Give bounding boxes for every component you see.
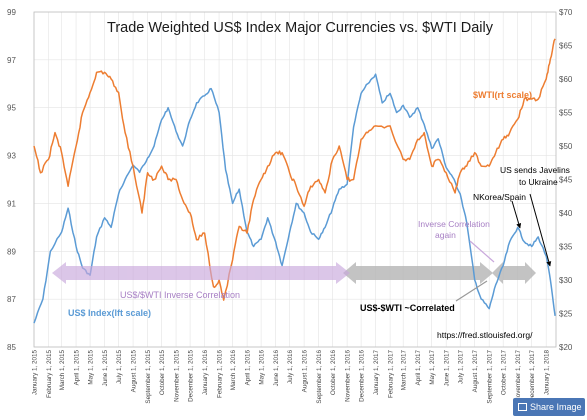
annotation-javelins-line2: to Ukraine <box>519 177 558 187</box>
x-tick-label: January 1, 2018 <box>544 350 551 396</box>
x-tick-label: July 1, 2016 <box>287 350 294 384</box>
x-tick-label: January 1, 2016 <box>202 350 209 396</box>
series-line-wti <box>33 38 556 301</box>
right-tick-label: $50 <box>559 142 573 151</box>
x-tick-label: December 1, 2015 <box>188 350 195 402</box>
plot-frame <box>33 11 557 348</box>
source-url: https://fred.stlouisfed.org/ <box>437 330 533 340</box>
x-tick-label: September 1, 2016 <box>316 350 323 404</box>
right-axis-label: $WTI(rt scale) <box>473 90 532 100</box>
inverse-correlation-band <box>52 262 350 284</box>
share-image-label: Share Image <box>530 402 582 412</box>
correlated-band <box>343 262 536 284</box>
x-tick-label: November 1, 2016 <box>345 350 352 402</box>
x-tick-label: November 1, 2015 <box>174 350 181 402</box>
x-tick-label: April 1, 2015 <box>74 350 81 386</box>
annotation-nkorea-spain: NKorea/Spain <box>473 192 526 202</box>
x-tick-label: April 1, 2017 <box>415 350 422 386</box>
image-icon <box>518 403 527 411</box>
x-axis-ticks: January 1, 2015 February 1, 2015 March 1, … <box>32 350 551 404</box>
x-tick-label: March 1, 2015 <box>59 350 66 391</box>
annotation-correlated-label: US$-$WTI ~Correlated <box>360 303 455 313</box>
x-tick-label: January 1, 2017 <box>373 350 380 396</box>
x-tick-label: March 1, 2016 <box>230 350 237 391</box>
x-tick-label: July 1, 2015 <box>116 350 123 384</box>
x-tick-label: September 1, 2017 <box>487 350 494 404</box>
x-tick-label: August 1, 2015 <box>131 350 138 393</box>
x-tick-label: August 1, 2016 <box>302 350 309 393</box>
x-tick-label: October 1, 2017 <box>501 350 508 396</box>
series-layer <box>33 38 556 324</box>
x-tick-label: February 1, 2016 <box>217 350 224 398</box>
x-tick-label: April 1, 2016 <box>245 350 252 386</box>
grid <box>33 11 557 348</box>
annotation-inverse-again-line1: Inverse Correlation <box>418 219 490 229</box>
x-tick-label: January 1, 2015 <box>32 350 39 396</box>
x-tick-label: August 1, 2017 <box>472 350 479 393</box>
x-tick-label: June 1, 2015 <box>102 350 109 387</box>
left-axis-ticks: 85 87 89 91 93 95 97 99 <box>7 8 16 352</box>
right-axis-ticks: $20 $25 $30 $35 $40 $45 $50 $55 $60 $65 $70 <box>559 8 573 352</box>
left-tick-label: 99 <box>7 8 16 17</box>
right-tick-label: $40 <box>559 209 573 218</box>
left-tick-label: 95 <box>7 104 16 113</box>
annotation-inverse-correlation-label: US$/$WTI Inverse Correlation <box>120 290 240 300</box>
right-tick-label: $35 <box>559 243 573 252</box>
x-tick-label: May 1, 2015 <box>88 350 95 385</box>
x-tick-label: July 1, 2017 <box>458 350 465 384</box>
right-tick-label: $60 <box>559 75 573 84</box>
left-tick-label: 85 <box>7 343 16 352</box>
right-tick-label: $70 <box>559 8 573 17</box>
x-tick-label: October 1, 2015 <box>159 350 166 396</box>
left-axis-label: US$ Index(lft scale) <box>68 308 151 318</box>
x-tick-label: February 1, 2017 <box>388 350 395 398</box>
left-tick-label: 87 <box>7 295 16 304</box>
right-tick-label: $65 <box>559 42 573 51</box>
right-tick-label: $45 <box>559 176 573 185</box>
x-tick-label: December 1, 2016 <box>359 350 366 402</box>
right-tick-label: $30 <box>559 276 573 285</box>
annotation-javelins-line1: US sends Javelins <box>500 165 570 175</box>
x-tick-label: May 1, 2016 <box>259 350 266 385</box>
series-line-usd-index <box>33 73 556 324</box>
left-tick-label: 93 <box>7 152 16 161</box>
x-tick-label: June 1, 2016 <box>273 350 280 387</box>
right-tick-label: $55 <box>559 109 573 118</box>
annotation-arrows <box>455 193 552 302</box>
x-tick-label: June 1, 2017 <box>444 350 451 387</box>
left-tick-label: 97 <box>7 56 16 65</box>
x-tick-label: May 1, 2017 <box>429 350 436 385</box>
x-tick-label: December 1, 2017 <box>529 350 536 402</box>
x-tick-label: February 1, 2015 <box>46 350 53 398</box>
x-tick-label: March 1, 2017 <box>401 350 408 391</box>
share-image-button[interactable]: Share Image <box>513 398 585 416</box>
annotation-inverse-again-line2: again <box>435 230 456 240</box>
left-tick-label: 91 <box>7 199 16 208</box>
x-tick-label: September 1, 2015 <box>145 350 152 404</box>
right-tick-label: $20 <box>559 343 573 352</box>
left-tick-label: 89 <box>7 247 16 256</box>
x-tick-label: November 1, 2017 <box>515 350 522 402</box>
x-tick-label: October 1, 2016 <box>330 350 337 396</box>
chart-title: Trade Weighted US$ Index Major Currencie… <box>107 20 494 36</box>
right-tick-label: $25 <box>559 310 573 319</box>
